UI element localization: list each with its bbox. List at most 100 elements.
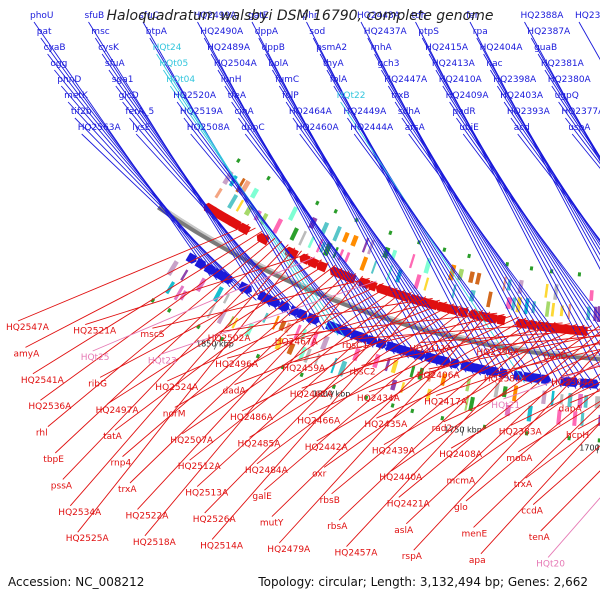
gene-label-hq2514a: HQ2514A: [200, 541, 244, 551]
gene-label-acd: acd: [514, 123, 530, 133]
backbone-arc: [157, 204, 600, 362]
label-leader-line: [251, 21, 431, 365]
feature-bar: [493, 382, 500, 398]
label-leader-line: [421, 329, 600, 344]
gene-label-tata: tatA: [103, 432, 123, 442]
feature-bar: [214, 187, 223, 199]
rna-marker: [219, 336, 225, 342]
gene-label-dppb: dppB: [262, 43, 285, 53]
feature-bar: [423, 277, 430, 291]
feature-bar: [212, 286, 224, 303]
label-leader-line: [265, 53, 445, 368]
label-leader-line: [226, 299, 440, 359]
gene-label-hq2563a: HQ2563A: [78, 123, 122, 133]
feature-bar: [350, 234, 359, 247]
feature-bar: [583, 394, 589, 408]
gene-label-sfub: sfuB: [85, 11, 105, 21]
label-leader-line: [249, 305, 462, 438]
label-leader-line: [490, 69, 600, 250]
gene-label-hq2466a: HQ2466A: [297, 417, 341, 427]
label-leader-line: [537, 53, 600, 158]
label-leader-line: [544, 69, 600, 158]
forward-cds-arrow: [237, 281, 252, 295]
feature-bar: [344, 252, 351, 263]
label-leader-line: [338, 320, 549, 521]
gene-label-oxr: oxr: [312, 469, 327, 479]
gene-label-trxa: trxA: [118, 485, 137, 495]
label-leader-line: [196, 291, 412, 487]
gene-label-hq2413a: HQ2413A: [432, 59, 476, 69]
feature-bar: [512, 385, 519, 402]
gene-label-msc: msc: [91, 27, 109, 37]
gene-label-ptps: ptpS: [418, 27, 439, 37]
label-leader-line: [518, 400, 600, 453]
label-leader-line: [450, 361, 600, 449]
label-leader-line: [473, 404, 600, 528]
gene-label-hq2486a: HQ2486A: [230, 413, 274, 423]
label-leader-line: [69, 247, 296, 507]
gene-label-hq2464a: HQ2464A: [289, 107, 333, 117]
gene-label-hq2499a: HQ2499A: [194, 11, 238, 21]
label-leader-line: [326, 69, 511, 381]
feature-bar: [222, 293, 230, 304]
feature-bar: [526, 405, 533, 422]
label-leader-line: [462, 133, 600, 317]
gene-label-thya: thyA: [323, 59, 345, 69]
label-leader-line: [264, 308, 476, 491]
gene-label-phou: phoU: [30, 11, 54, 21]
feature-bar: [504, 404, 512, 417]
gene-label-rnp4: rnp4: [111, 459, 132, 469]
feature-bar: [572, 411, 578, 426]
gene-label-hq2388a: HQ2388A: [521, 11, 565, 21]
feature-bar: [464, 395, 470, 411]
label-leader-line: [555, 343, 600, 351]
label-leader-line: [565, 117, 600, 165]
gene-label-hq2383a: HQ2383A: [499, 427, 543, 437]
rna-marker: [266, 175, 271, 181]
label-leader-line: [381, 69, 569, 389]
gene-label-ribg: ribG: [88, 379, 107, 389]
label-leader-line: [286, 312, 498, 336]
rna-marker: [529, 266, 534, 271]
gene-label-hq2524a: HQ2524A: [155, 383, 199, 393]
gene-label-cyab: cyaB: [44, 43, 66, 53]
feature-bar: [408, 253, 416, 269]
feature-bar: [332, 225, 342, 242]
feature-bar: [298, 346, 307, 361]
label-leader-line: [346, 321, 556, 547]
gene-label-hq2439a: HQ2439A: [372, 447, 416, 457]
label-leader-line: [122, 101, 298, 319]
rna-marker: [315, 200, 320, 206]
rna-marker: [410, 408, 415, 414]
feature-bar: [298, 230, 307, 246]
gene-label-rspa: rspA: [402, 552, 423, 562]
gene-label-rpa: rpa: [473, 27, 488, 37]
gene-label-hq2522a: HQ2522A: [126, 511, 170, 521]
tick-mark: [330, 390, 334, 400]
feature-bar: [287, 206, 299, 221]
label-leader-line: [152, 278, 370, 329]
gene-label-hq2526a: HQ2526A: [193, 515, 237, 525]
gene-label-glcd: glcD: [119, 91, 139, 101]
gene-label-iunh: iunH: [221, 75, 242, 85]
gene-label-fer: fer: [466, 11, 479, 21]
gene-label-ccda: ccdA: [521, 507, 544, 517]
label-leader-line: [394, 101, 584, 390]
feature-bar: [589, 290, 594, 301]
label-leader-line: [524, 21, 600, 162]
feature-bar: [550, 302, 556, 317]
gene-label-hq2508a: HQ2508A: [187, 123, 231, 133]
gene-label-hq2417a: HQ2417A: [424, 397, 468, 407]
label-leader-line: [60, 85, 237, 291]
gene-label-hqt04: HQt04: [166, 75, 195, 85]
label-leader-line: [204, 294, 419, 514]
feature-bar: [293, 324, 302, 340]
gene-label-hq2518a: HQ2518A: [133, 538, 177, 548]
gene-label-pand: panD: [544, 352, 568, 362]
gene-label-hq2496a: HQ2496A: [215, 360, 259, 370]
gene-label-rbsc2: rbsC2: [350, 367, 376, 377]
label-leader-line: [413, 349, 600, 551]
forward-cds-arrow: [414, 349, 426, 361]
feature-bar: [468, 271, 475, 284]
gene-label-ubie: ubiE: [459, 123, 479, 133]
